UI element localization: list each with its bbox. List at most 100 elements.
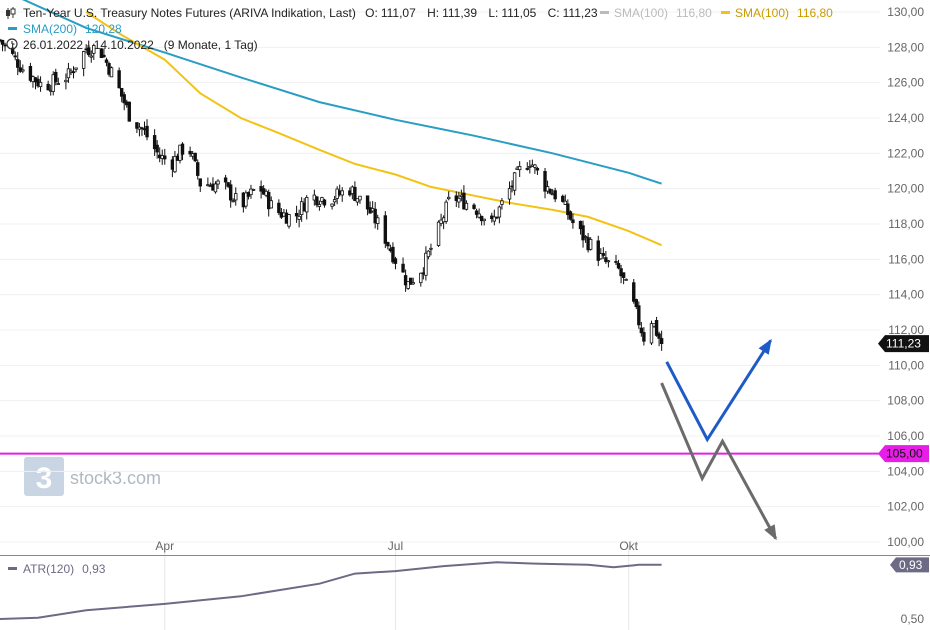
candle — [317, 200, 322, 211]
candle — [386, 241, 390, 250]
projection-up-arrow — [665, 339, 772, 443]
candle — [479, 215, 484, 226]
candle — [581, 220, 585, 248]
candle — [216, 179, 220, 190]
candle — [634, 298, 638, 310]
candle — [401, 257, 405, 273]
candle — [99, 48, 104, 59]
candle — [340, 187, 344, 202]
candle — [604, 250, 608, 264]
candle — [619, 264, 623, 284]
price-axis: 130,00 128,00 126,00 124,00 122,00 120,00 118,… — [887, 5, 924, 549]
candle — [406, 281, 410, 290]
candle — [196, 159, 200, 180]
candle — [38, 76, 43, 92]
candle — [21, 64, 25, 74]
candle — [163, 148, 167, 165]
y-tick-label: 128,00 — [887, 40, 924, 54]
candle — [332, 195, 337, 206]
sma200-legend: SMA(200) 120,28 — [23, 22, 122, 36]
candle — [535, 166, 540, 176]
candle — [3, 42, 7, 52]
candle — [563, 194, 568, 205]
candle — [287, 213, 291, 229]
candle — [657, 331, 661, 347]
candle — [56, 77, 61, 85]
close-label: C: — [548, 6, 560, 20]
candle — [419, 272, 423, 287]
candle — [373, 202, 377, 229]
date-range-legend: 26.01.2022 - 14.10.2022 (9 Monate, 1 Tag) — [23, 38, 258, 52]
candle — [119, 87, 124, 103]
candle — [64, 73, 68, 90]
candle — [117, 67, 121, 89]
candle — [376, 214, 380, 230]
candle — [457, 191, 461, 208]
candle — [71, 66, 76, 79]
time-axis: Apr Jul Okt — [155, 539, 638, 553]
clock-icon — [6, 38, 18, 50]
candle — [424, 246, 428, 281]
candle — [411, 277, 415, 285]
candle — [472, 203, 476, 210]
x-tick-label: Apr — [155, 539, 174, 553]
projection-down-arrow — [660, 382, 778, 540]
candle — [512, 172, 517, 196]
atr-legend: ATR(120) 0,93 — [8, 562, 106, 576]
candle — [474, 208, 479, 219]
candle — [462, 185, 466, 210]
x-tick-label: Okt — [619, 539, 638, 553]
candle — [495, 216, 499, 220]
y-tick-label: 110,00 — [888, 358, 924, 372]
sma100-swatch — [721, 11, 730, 14]
candle — [122, 91, 126, 111]
y-tick-label: 122,00 — [887, 146, 924, 160]
y-tick-label: 118,00 — [888, 217, 924, 231]
moving-averages — [21, 0, 662, 247]
candle — [571, 213, 575, 229]
candle — [127, 101, 131, 122]
candle — [561, 194, 565, 203]
legend-line-1: Ten-Year U.S. Treasury Notes Futures (AR… — [23, 6, 598, 20]
candle — [74, 67, 78, 73]
sma-line — [21, 0, 662, 185]
candle — [155, 140, 159, 159]
sma100-gray-value: 116,80 — [676, 6, 712, 20]
last-price-label: 111,23 — [886, 337, 921, 351]
candle — [135, 122, 139, 134]
y-tick-label: 112,00 — [888, 323, 924, 337]
candle — [269, 196, 273, 209]
stock3-watermark: 3 stock3.com — [24, 457, 161, 496]
support-price-label: 105,00 — [886, 447, 923, 461]
sma100-gray-label: SMA(100) — [614, 6, 668, 20]
candle — [228, 180, 233, 208]
y-tick-label: 120,00 — [887, 182, 924, 196]
candle — [322, 198, 327, 208]
candle — [365, 195, 370, 216]
candle — [198, 178, 202, 192]
y-tick-label: 104,00 — [887, 464, 924, 478]
candle — [54, 68, 58, 86]
candle — [596, 235, 600, 267]
candle — [305, 195, 309, 220]
y-tick-label: 126,00 — [887, 76, 924, 90]
candle — [566, 199, 570, 220]
candle — [251, 188, 256, 191]
sma100-label: SMA(100) — [735, 6, 789, 20]
candle — [639, 321, 644, 337]
candle — [297, 209, 301, 228]
stock3-logo-icon — [24, 457, 64, 496]
high-label: H: — [427, 6, 439, 20]
atr-pane: 0,50 — [0, 561, 924, 626]
candle — [606, 260, 611, 268]
candle — [231, 198, 235, 203]
candle — [444, 199, 448, 224]
last-price-badge: 111,23 — [878, 335, 929, 353]
candle — [358, 195, 362, 204]
candle — [294, 205, 299, 223]
candle — [500, 198, 504, 210]
candle — [145, 119, 149, 141]
candle — [548, 188, 552, 195]
instrument-name: Ten-Year U.S. Treasury Notes Futures (AR… — [23, 6, 356, 20]
y-tick-label: 102,00 — [887, 500, 924, 514]
